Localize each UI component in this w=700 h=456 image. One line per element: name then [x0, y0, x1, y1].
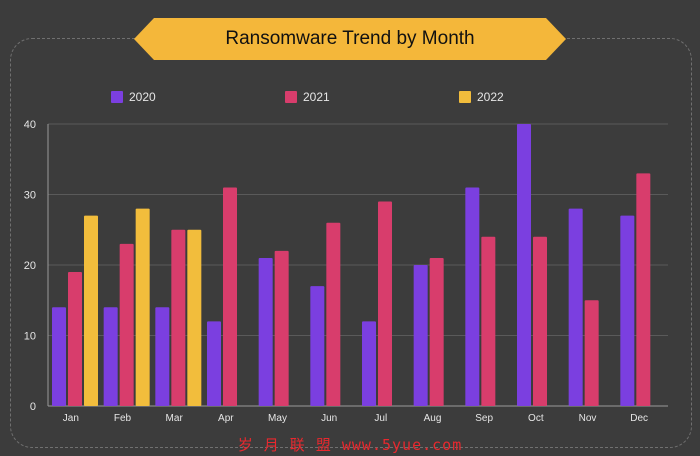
bar-2022-jan[interactable]	[84, 215, 98, 406]
y-tick-label: 0	[30, 401, 36, 413]
bar-2021-sep[interactable]	[481, 236, 496, 406]
x-tick-label: Jan	[63, 413, 79, 424]
x-tick-label: Aug	[424, 413, 442, 424]
bar-2021-oct[interactable]	[533, 236, 547, 406]
x-tick-label: Apr	[218, 413, 234, 424]
x-tick-label: Oct	[528, 413, 544, 424]
bar-2020-feb[interactable]	[103, 307, 118, 406]
chart-title: Ransomware Trend by Month	[225, 28, 475, 49]
bar-2020-nov[interactable]	[568, 208, 583, 406]
bar-2020-dec[interactable]	[620, 215, 635, 406]
x-tick-label: Jul	[374, 413, 387, 424]
banner-shape	[134, 18, 566, 60]
x-tick-label: Dec	[630, 413, 648, 424]
bar-2020-jul[interactable]	[362, 321, 376, 406]
bar-2020-mar[interactable]	[155, 307, 170, 406]
bar-2020-jun[interactable]	[310, 286, 325, 406]
y-tick-label: 40	[24, 119, 36, 131]
y-tick-label: 30	[24, 190, 36, 202]
bar-2021-aug[interactable]	[429, 257, 444, 406]
y-tick-label: 10	[24, 331, 36, 343]
bar-2021-may[interactable]	[274, 250, 289, 406]
bar-2021-nov[interactable]	[584, 300, 599, 406]
x-tick-label: Jun	[321, 413, 337, 424]
bar-2020-oct[interactable]	[517, 124, 531, 406]
bar-2021-dec[interactable]	[636, 173, 651, 406]
y-tick-label: 20	[24, 260, 36, 272]
bar-2021-feb[interactable]	[119, 243, 134, 406]
bar-2021-jul[interactable]	[378, 201, 392, 406]
watermark-text: 岁 月 联 盟 www.5yue.com	[237, 436, 463, 454]
bar-2021-jun[interactable]	[326, 222, 341, 406]
bar-2020-may[interactable]	[258, 257, 273, 406]
bar-2020-sep[interactable]	[465, 187, 480, 406]
bar-2021-apr[interactable]	[223, 187, 237, 406]
bar-2021-mar[interactable]	[171, 229, 186, 406]
bar-2020-aug[interactable]	[413, 265, 428, 406]
x-tick-label: May	[268, 413, 287, 424]
x-tick-label: Feb	[114, 413, 132, 424]
x-tick-label: Nov	[579, 413, 597, 424]
bar-2020-jan[interactable]	[52, 307, 66, 406]
bar-2021-jan[interactable]	[68, 272, 82, 406]
bar-2020-apr[interactable]	[207, 321, 221, 406]
title-banner: Ransomware Trend by Month	[134, 18, 566, 60]
bar-2022-feb[interactable]	[135, 208, 150, 406]
bar-2022-mar[interactable]	[187, 229, 202, 406]
x-tick-label: Mar	[166, 413, 184, 424]
x-tick-label: Sep	[475, 413, 493, 424]
